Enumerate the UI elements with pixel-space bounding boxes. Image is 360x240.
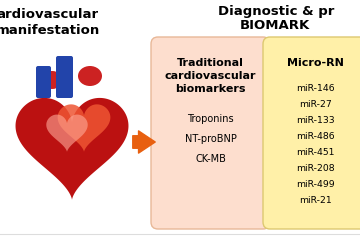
Ellipse shape [78, 66, 102, 86]
FancyBboxPatch shape [263, 37, 360, 229]
Text: ardiovascular: ardiovascular [0, 8, 98, 21]
Text: BIOMARK: BIOMARK [240, 19, 310, 32]
Text: miR-27: miR-27 [299, 100, 331, 109]
Text: miR-451: miR-451 [296, 148, 334, 157]
Ellipse shape [41, 71, 63, 89]
Text: NT-proBNP: NT-proBNP [185, 134, 237, 144]
Text: miR-486: miR-486 [296, 132, 334, 141]
Text: miR-146: miR-146 [296, 84, 334, 93]
FancyBboxPatch shape [151, 37, 270, 229]
Text: miR-133: miR-133 [296, 116, 334, 125]
Polygon shape [46, 114, 88, 152]
Text: CK-MB: CK-MB [195, 154, 226, 164]
FancyBboxPatch shape [36, 66, 51, 98]
Text: Diagnostic & pr: Diagnostic & pr [218, 5, 334, 18]
Text: Troponins: Troponins [187, 114, 234, 124]
Text: miR-208: miR-208 [296, 164, 334, 173]
Text: Micro-RN: Micro-RN [287, 58, 343, 68]
Text: Traditional: Traditional [177, 58, 244, 68]
Polygon shape [15, 98, 129, 200]
Text: biomarkers: biomarkers [175, 84, 246, 94]
Text: miR-21: miR-21 [299, 196, 331, 205]
FancyBboxPatch shape [56, 56, 73, 98]
FancyArrowPatch shape [133, 131, 155, 153]
Text: miR-499: miR-499 [296, 180, 334, 189]
Polygon shape [58, 104, 111, 152]
Text: cardiovascular: cardiovascular [165, 71, 256, 81]
Text: manifestation: manifestation [0, 24, 100, 37]
